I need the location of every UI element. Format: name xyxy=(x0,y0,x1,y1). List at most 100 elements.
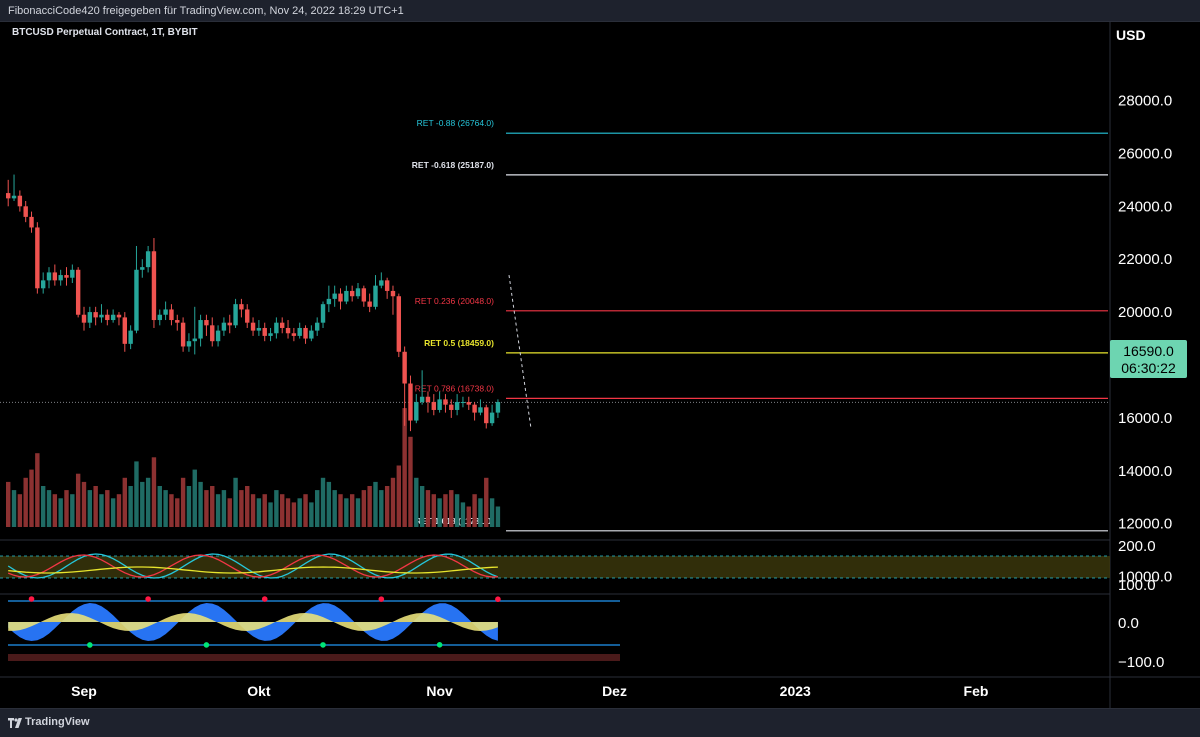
osc1-tick-label: 100.0 xyxy=(1118,577,1156,594)
candle-body xyxy=(326,298,332,305)
volume-bar xyxy=(215,494,221,527)
volume-bar xyxy=(250,494,256,527)
candle-body xyxy=(390,290,396,297)
tradingview-brand[interactable]: TradingView xyxy=(25,716,90,728)
volume-bar xyxy=(52,494,58,527)
volume-bar xyxy=(210,486,215,527)
candle-body xyxy=(29,216,34,228)
volume-bar xyxy=(478,498,483,527)
volume-bar xyxy=(408,436,413,527)
candle-body xyxy=(64,275,69,278)
volume-bar xyxy=(99,494,104,527)
candle-body xyxy=(163,309,168,315)
candle-body xyxy=(46,272,52,281)
candle-body xyxy=(122,317,127,344)
candle-body xyxy=(303,327,308,339)
candle-body xyxy=(355,288,361,297)
volume-bar xyxy=(379,490,384,527)
volume-bar xyxy=(64,490,69,527)
volume-bar xyxy=(355,498,361,527)
candle-body xyxy=(262,327,267,336)
candle-body xyxy=(449,404,454,410)
volume-bar xyxy=(314,490,320,527)
last-price-tag: 16590.0 06:30:22 xyxy=(1110,340,1187,378)
candle-body xyxy=(443,399,448,405)
candle-body xyxy=(454,402,460,410)
candle-body xyxy=(338,293,343,302)
symbol-title[interactable]: BTCUSD Perpetual Contract, 1T, BYBIT xyxy=(12,27,198,38)
candle-body xyxy=(478,407,483,413)
candle-body xyxy=(192,338,197,342)
volume-bar xyxy=(157,486,162,527)
candle-body xyxy=(379,280,384,286)
volume-bar xyxy=(309,502,314,527)
volume-bar xyxy=(373,481,378,527)
candle-body xyxy=(268,333,273,336)
candle-body xyxy=(373,285,378,307)
y-tick-label: 20000.0 xyxy=(1118,304,1172,321)
candle-body xyxy=(204,320,209,326)
candle-body xyxy=(297,327,302,336)
volume-bar xyxy=(116,494,122,527)
volume-bar xyxy=(332,490,337,527)
candle-body xyxy=(466,402,471,405)
candle-body xyxy=(367,301,372,307)
candle-body xyxy=(419,396,425,403)
candle-body xyxy=(157,314,162,321)
chart-canvas[interactable]: 10000.012000.014000.016000.018000.020000… xyxy=(0,22,1200,708)
candle-body xyxy=(425,396,431,403)
osc2-signal-area xyxy=(8,613,498,631)
volume-bar xyxy=(338,494,343,527)
volume-bar xyxy=(425,490,431,527)
tradingview-logo-icon[interactable] xyxy=(8,718,22,728)
volume-bar xyxy=(122,477,127,527)
volume-bar xyxy=(344,498,349,527)
volume-bar xyxy=(402,408,407,527)
volume-bar xyxy=(221,490,227,527)
candle-body xyxy=(198,320,203,339)
candle-body xyxy=(460,402,466,404)
volume-bar xyxy=(320,477,326,527)
volume-bar xyxy=(303,494,308,527)
y-tick-label: 10000.0 xyxy=(1118,569,1172,586)
osc2-trough-dot xyxy=(87,642,93,648)
candle-body xyxy=(128,330,133,344)
volume-bar xyxy=(384,486,390,527)
volume-bar xyxy=(449,490,454,527)
osc2-peak-dot xyxy=(261,596,268,602)
volume-bar xyxy=(40,486,46,527)
candle-body xyxy=(402,351,407,384)
candle-body xyxy=(227,322,232,326)
volume-bar xyxy=(484,477,489,527)
volume-bar xyxy=(390,477,396,527)
y-tick-label: 28000.0 xyxy=(1118,93,1172,110)
x-tick-label: Feb xyxy=(964,683,989,699)
volume-bar xyxy=(274,490,279,527)
osc2-peak-dot xyxy=(145,596,151,602)
y-tick-label: 22000.0 xyxy=(1118,251,1172,268)
x-tick-label: Okt xyxy=(247,683,271,699)
candle-body xyxy=(309,330,314,339)
osc2-tick-label: 0.0 xyxy=(1118,615,1139,632)
volume-bar xyxy=(105,490,110,527)
chart-header: FibonacciCode420 freigegeben für Trading… xyxy=(0,0,1200,22)
volume-bar xyxy=(46,490,52,527)
volume-bar xyxy=(245,486,250,527)
footer-bar: TradingView xyxy=(0,708,1200,737)
candle-body xyxy=(472,404,477,413)
volume-bar xyxy=(256,498,262,527)
candle-body xyxy=(344,290,349,302)
volume-bar xyxy=(29,469,34,527)
volume-bar xyxy=(35,453,40,527)
candle-body xyxy=(99,314,104,318)
osc1-signal-line xyxy=(8,566,498,574)
candle-body xyxy=(58,275,63,281)
candle-body xyxy=(280,322,285,328)
bar-countdown: 06:30:22 xyxy=(1121,360,1176,376)
candle-body xyxy=(291,333,297,336)
candle-body xyxy=(52,272,58,281)
volume-bar xyxy=(198,481,203,527)
osc1-slow-line xyxy=(7,554,498,578)
candle-body xyxy=(17,195,23,207)
candle-body xyxy=(215,330,221,342)
